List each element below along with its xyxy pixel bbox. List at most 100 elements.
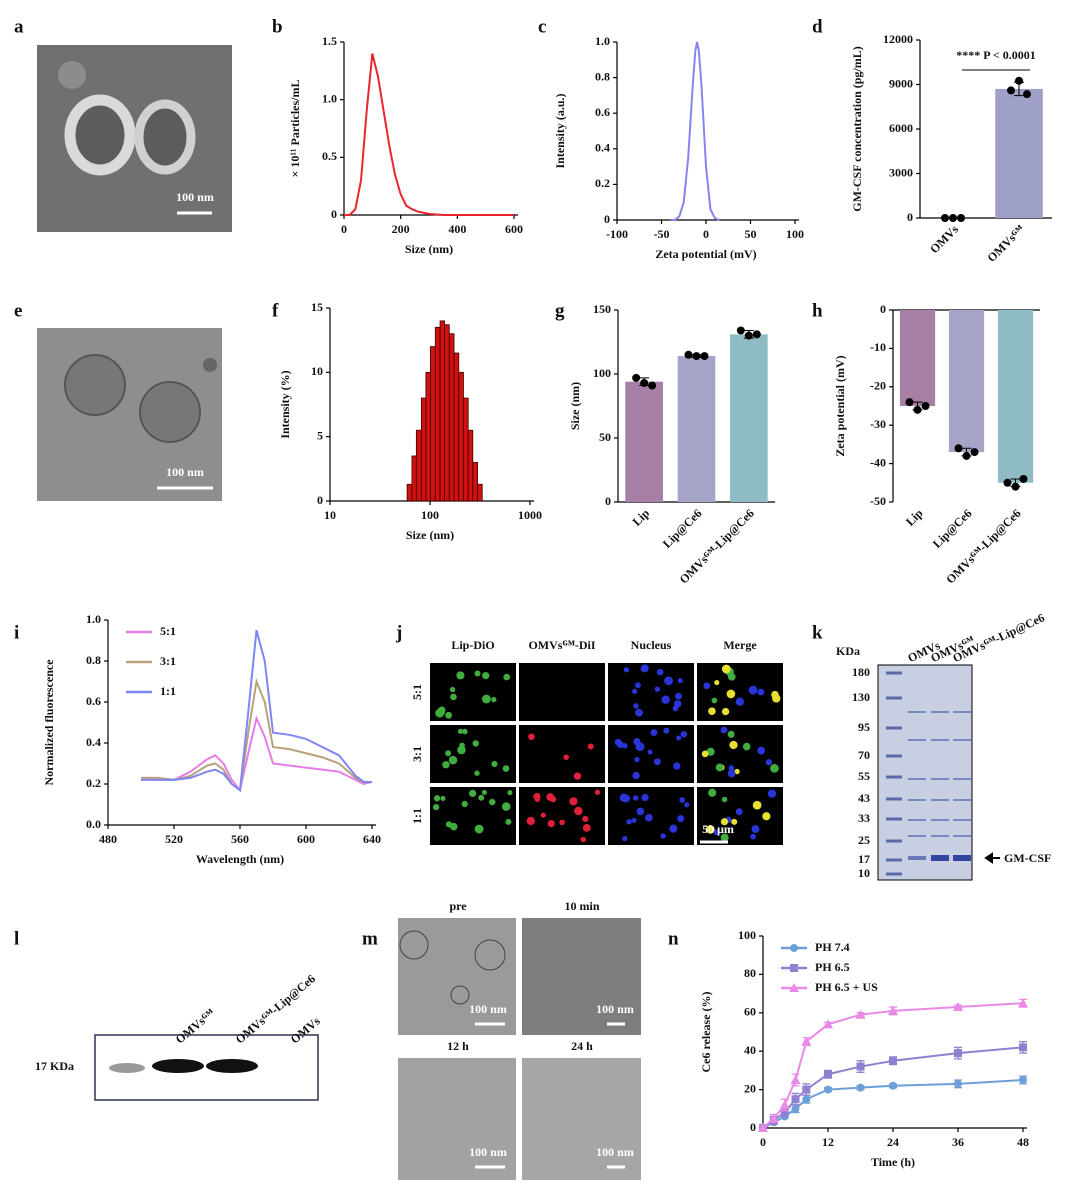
series-line	[141, 677, 372, 792]
point	[889, 1081, 897, 1090]
data-point	[957, 214, 965, 222]
cell	[445, 821, 453, 828]
cell	[728, 765, 735, 771]
panel-label: n	[668, 928, 679, 949]
column-header: Lip-DiO	[451, 638, 494, 652]
cell	[574, 806, 583, 816]
gel-annotation: GM-CSF	[1004, 851, 1051, 865]
data-point	[913, 405, 922, 414]
cell	[457, 728, 464, 734]
data-point	[632, 373, 641, 382]
cell	[650, 729, 658, 736]
vesicle	[450, 985, 470, 1005]
marker-label: 33	[858, 811, 870, 825]
cell	[735, 808, 743, 816]
y-tick-label: 100	[593, 366, 611, 380]
cell	[735, 697, 744, 706]
point	[824, 1085, 832, 1094]
data-point	[1007, 86, 1015, 95]
y-axis-label: Zeta potential (mV)	[833, 355, 847, 456]
cell	[640, 664, 649, 673]
caption: 12 h	[447, 1039, 469, 1053]
cell	[720, 833, 729, 842]
cell	[526, 816, 535, 826]
point	[889, 1056, 897, 1065]
y-tick-label: 12000	[883, 32, 913, 46]
cell	[762, 812, 771, 821]
cell	[684, 802, 690, 808]
legend-label: PH 7.4	[815, 940, 850, 954]
gel	[877, 664, 973, 881]
point	[888, 1005, 898, 1015]
data-point	[970, 448, 979, 457]
series-line	[141, 629, 372, 793]
cell	[701, 750, 709, 758]
column-header: Nucleus	[631, 638, 672, 652]
vesicle	[203, 358, 217, 372]
cell	[705, 825, 715, 834]
y-tick-label: 0.6	[595, 105, 610, 119]
x-tick-label: 560	[231, 832, 249, 846]
y-tick-label: 1.0	[322, 91, 337, 105]
cell	[472, 740, 479, 747]
point	[1018, 998, 1028, 1008]
bar	[420, 397, 427, 502]
tem-image	[398, 918, 516, 1035]
scale-label: 100 nm	[176, 190, 214, 204]
cell	[445, 750, 452, 757]
data-point	[648, 381, 657, 390]
cell	[669, 824, 678, 833]
cell	[450, 693, 457, 701]
cell	[622, 743, 628, 749]
cell	[672, 705, 679, 712]
band-label: 17 KDa	[35, 1059, 74, 1073]
cell	[770, 763, 779, 773]
point	[856, 1083, 865, 1092]
y-tick-label: 0	[750, 1120, 756, 1134]
row-label: 1:1	[410, 808, 424, 824]
cell	[661, 695, 670, 704]
y-tick-label: 40	[744, 1043, 756, 1057]
x-axis-label: Time (h)	[871, 1155, 915, 1169]
marker-label: 180	[852, 665, 870, 679]
vesicle	[58, 61, 86, 89]
cell	[631, 817, 637, 823]
x-tick-label: 12	[822, 1135, 834, 1149]
cell	[559, 819, 565, 826]
cell	[594, 789, 601, 795]
marker-label: 17	[858, 852, 870, 866]
y-tick-label: 80	[744, 966, 756, 980]
y-tick-label: 10	[311, 364, 323, 378]
y-tick-label: 0	[317, 493, 323, 507]
bar	[677, 356, 716, 502]
cell	[491, 760, 498, 768]
cell	[547, 819, 555, 828]
legend-marker	[789, 983, 799, 992]
cell	[767, 789, 777, 798]
y-tick-label: 60	[744, 1005, 756, 1019]
cell	[680, 731, 687, 738]
y-tick-label: -10	[870, 340, 886, 354]
cell	[474, 770, 480, 776]
cell	[711, 697, 718, 704]
cell	[459, 742, 465, 749]
cell	[729, 740, 738, 750]
cell	[587, 743, 594, 750]
legend-marker	[790, 964, 798, 972]
data-point	[962, 451, 971, 460]
cell	[734, 768, 740, 775]
micrograph	[608, 663, 694, 721]
cell	[623, 667, 630, 673]
scale-label: 100 nm	[166, 465, 204, 479]
y-tick-label: 150	[593, 302, 611, 316]
series-line	[344, 53, 514, 216]
y-tick-label: -30	[870, 417, 886, 431]
y-tick-label: 0.0	[86, 817, 101, 831]
cell	[636, 807, 645, 816]
point	[768, 1113, 779, 1123]
cell	[677, 815, 685, 823]
vesicle	[64, 354, 126, 416]
legend-label: PH 6.5 + US	[815, 980, 878, 994]
legend-marker	[790, 944, 798, 952]
scale-label: 100 nm	[596, 1002, 634, 1016]
